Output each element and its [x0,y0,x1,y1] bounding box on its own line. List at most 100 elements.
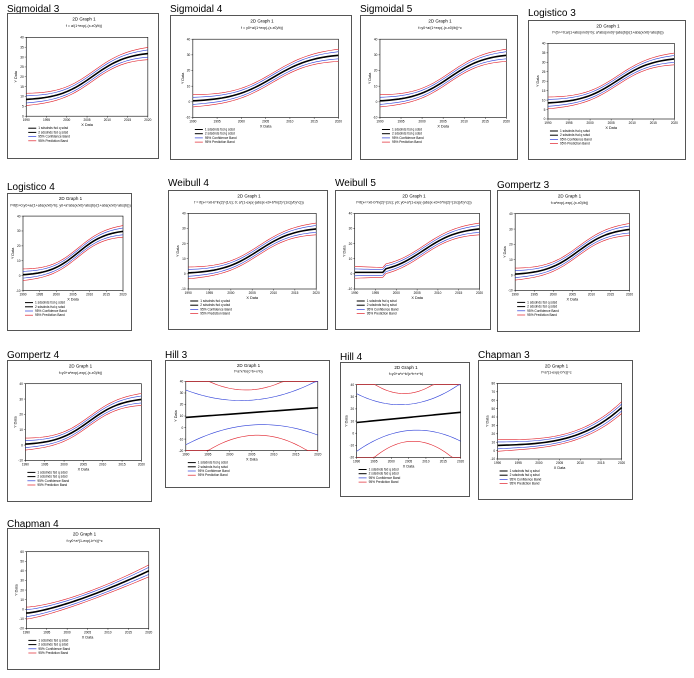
legend-entry: 95% Confidence Band [367,307,399,311]
confidence-band-lower [26,56,148,104]
y-tick-label: 60 [492,398,496,402]
x-axis-label: X Data [246,458,258,462]
prediction-band-upper [356,384,461,394]
y-tick-label: 10 [351,419,355,423]
legend-entry: 95% Prediction Band [198,473,228,477]
x-tick-label: 2020 [313,291,320,295]
chart-frame: 2D Graph 1 f = if(x<=x0-b*ln(2)^(1/c); 0;… [168,190,328,330]
panel-title: Sigmoidal 4 [170,4,223,15]
prediction-band-upper [26,47,148,94]
panel-title: Gompertz 3 [497,180,550,191]
confidence-band-upper [185,381,318,401]
x-tick-label: 2010 [422,460,429,464]
y-tick-label: 0 [493,449,495,453]
y-axis-label: Y Data [503,245,507,257]
x-tick-label: 1990 [544,121,551,125]
x-tick-label: 1990 [185,291,192,295]
y-tick-label: -10 [349,444,354,448]
y-axis-label: Y Data [181,72,185,84]
y-tick-label: 10 [509,258,513,262]
x-tick-label: 2005 [80,462,87,466]
x-axis-label: X Data [403,465,415,469]
y-tick-label: 10 [374,84,378,88]
x-tick-label: 2005 [262,120,269,124]
y-tick-label: 30 [187,53,191,57]
prediction-band-lower [188,234,317,280]
y-axis-label: Y Data [13,415,17,427]
chart-svg: 2D Graph 1 f=a*exp(-exp(-(x-x0)/b)) -10 0 10… [503,193,633,317]
y-tick-label: 10 [19,428,23,432]
legend-entry: 1 sdsdnds fsd q sdsd [38,126,68,130]
y-tick-label: 60 [20,550,24,554]
y-tick-label: 20 [17,244,21,248]
x-tick-label: 1990 [351,291,358,295]
x-tick-label: 2005 [440,120,447,124]
x-tick-label: 2015 [124,118,131,122]
graph-title: 2D Graph 1 [237,363,261,368]
y-tick-label: 10 [180,414,184,418]
y-tick-label: 20 [509,243,513,247]
confidence-band-lower [185,424,318,446]
graph-title: 2D Graph 1 [558,193,582,198]
x-tick-label: 2000 [226,453,233,457]
legend-entry: 2 sdsdnds fsd q sdsd [205,132,235,136]
fit-curve [25,398,142,445]
panel-title: Sigmoidal 5 [360,4,413,15]
fit-curve [26,570,150,614]
chart-frame: 2D Graph 1 f=if(x<=x0-b*ln(2)^(1/c); y0; … [335,190,491,330]
y-tick-label: 50 [20,560,24,564]
x-tick-label: 1990 [376,120,383,124]
equation-label: f=y0+a*x^b/(c^b+x^b) [389,372,423,376]
x-tick-label: 2005 [569,292,576,296]
fit-curve [22,230,124,276]
prediction-band-lower [547,64,675,110]
y-tick-label: 20 [492,432,496,436]
legend-entry: 95% Prediction Band [560,142,590,146]
panel-title: Hill 3 [165,350,188,361]
y-tick-label: 30 [349,227,353,231]
plot-area [379,38,507,118]
y-tick-label: 40 [20,569,24,573]
x-tick-label: 2000 [53,293,60,297]
confidence-band-upper [354,225,480,270]
chart-frame: 2D Graph 1 f = a/(1+exp(-(x-x0)/b)) 0 5 10 15… [7,13,159,159]
legend-entry: 95% Prediction Band [510,482,540,486]
prediction-band-upper [515,223,630,269]
graph-title: 2D Graph 1 [394,365,418,370]
x-axis-label: X Data [78,467,90,471]
legend-entry: 1 sdsdnds fsd q sdsd [205,128,235,132]
y-tick-label: 10 [187,84,191,88]
panel-title: Gompertz 4 [7,350,60,361]
x-tick-label: 2020 [671,121,678,125]
panel-title: Weibull 5 [335,178,376,189]
confidence-band-lower [192,58,339,105]
y-tick-label: 0 [189,100,191,104]
y-tick-label: 0 [352,431,354,435]
prediction-band-upper [547,52,675,98]
fit-curve [356,411,461,424]
x-tick-label: 1995 [43,630,50,634]
confidence-band-upper [25,395,142,441]
confidence-band-upper [26,49,148,97]
y-tick-label: 30 [20,55,24,59]
y-tick-label: 10 [20,95,24,99]
chart-frame: 2D Graph 1 f=y0+a*exp(-exp(-(x-x0)/b)) -10… [7,360,152,502]
y-tick-label: 5 [22,105,24,109]
graph-title: 2D Graph 1 [72,17,96,22]
legend-entry: 95% Confidence Band [510,477,542,481]
chart-frame: 2D Graph 1 f=y0+a*(1-exp(-b*x))^c -20 -10 0 1… [7,528,160,670]
chart-svg: 2D Graph 1 f = if(x<=x0-b*ln(2)^(1/c); 0;… [176,193,320,315]
x-tick-label: 1995 [43,118,50,122]
y-axis-label: Y Data [345,414,349,426]
equation-label: f = y0+a/(1+exp(-(x-x0)/b)) [241,26,283,30]
x-tick-label: 2005 [608,121,615,125]
y-tick-label: 40 [374,37,378,41]
legend-entry: 95% Confidence Band [560,137,592,141]
legend-entry: 95% Confidence Band [392,136,424,140]
legend-entry: 95% Confidence Band [35,309,67,313]
x-tick-label: 2020 [138,462,145,466]
fit-curve [185,406,318,419]
panel-title: Sigmoidal 3 [7,4,60,15]
prediction-band-upper [25,393,142,439]
x-tick-label: 1995 [565,121,572,125]
